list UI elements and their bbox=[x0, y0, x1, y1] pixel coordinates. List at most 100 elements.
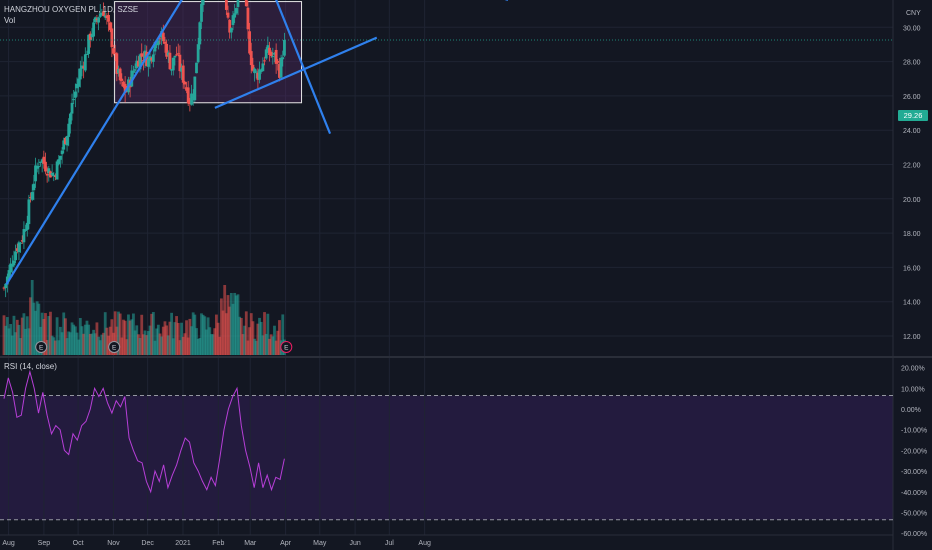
volume-bar bbox=[2, 315, 6, 355]
volume-bar bbox=[135, 325, 139, 355]
time-tick-label: Oct bbox=[73, 540, 84, 547]
price-tick-label: 30.00 bbox=[903, 25, 921, 32]
volume-bar bbox=[198, 337, 202, 355]
candle-body bbox=[190, 93, 193, 105]
candle-body bbox=[183, 81, 187, 85]
volume-bar bbox=[259, 321, 263, 355]
candle-body bbox=[175, 54, 178, 56]
volume-bar bbox=[140, 314, 144, 355]
volume-bar bbox=[170, 312, 174, 355]
candle-body bbox=[258, 69, 261, 80]
candle-body bbox=[49, 171, 52, 178]
volume-bar bbox=[254, 340, 258, 355]
candle-body bbox=[45, 173, 49, 176]
volume-bar bbox=[261, 335, 265, 355]
volume-bar bbox=[244, 311, 248, 355]
volume-bar bbox=[54, 340, 57, 355]
volume-bar bbox=[269, 334, 273, 355]
candle-body bbox=[17, 242, 21, 253]
time-tick-label: Aug bbox=[2, 540, 15, 547]
candle-body bbox=[256, 72, 260, 80]
candle-body bbox=[73, 91, 77, 98]
volume-bar bbox=[146, 331, 150, 355]
volume-bar bbox=[14, 332, 18, 355]
volume-bar bbox=[281, 314, 285, 355]
volume-bar bbox=[128, 320, 132, 355]
volume-bar bbox=[39, 326, 42, 355]
candle-body bbox=[244, 0, 248, 7]
candle-body bbox=[133, 69, 137, 71]
volume-bar bbox=[166, 335, 170, 355]
rsi-tick-label: -40.00% bbox=[901, 490, 927, 497]
volume-bar bbox=[75, 332, 79, 355]
volume-bar bbox=[65, 338, 69, 355]
candle-body bbox=[231, 15, 235, 25]
volume-bar bbox=[278, 320, 281, 355]
price-tick-label: 18.00 bbox=[903, 231, 921, 238]
candle-body bbox=[105, 15, 109, 19]
volume-bar bbox=[55, 317, 59, 355]
candle-body bbox=[246, 7, 250, 30]
price-tick-label: 28.00 bbox=[903, 60, 921, 67]
volume-bar bbox=[52, 337, 56, 355]
candle-body bbox=[37, 166, 41, 168]
candle-body bbox=[168, 52, 172, 70]
volume-bar bbox=[118, 313, 122, 355]
rsi-tick-label: 20.00% bbox=[901, 366, 925, 373]
volume-bar bbox=[155, 328, 159, 355]
volume-bar bbox=[238, 316, 242, 355]
candle-body bbox=[155, 44, 159, 46]
volume-bar bbox=[203, 316, 207, 355]
candle-body bbox=[158, 38, 162, 40]
volume-bar bbox=[72, 324, 76, 355]
volume-bar bbox=[127, 314, 130, 355]
rsi-tick-label: -20.00% bbox=[901, 448, 927, 455]
candle-body bbox=[263, 60, 266, 62]
candle-body bbox=[130, 70, 134, 87]
volume-bar bbox=[193, 314, 197, 355]
price-tick-label: 24.00 bbox=[903, 128, 921, 135]
candle-body bbox=[201, 0, 205, 6]
candle-body bbox=[153, 42, 157, 52]
volume-bar bbox=[95, 322, 99, 355]
candle-body bbox=[261, 63, 265, 72]
range-box bbox=[114, 1, 303, 104]
volume-bar bbox=[161, 326, 165, 355]
volume-bar bbox=[67, 331, 71, 355]
candle-body bbox=[50, 172, 54, 176]
volume-bar bbox=[190, 326, 193, 355]
volume-bar bbox=[173, 322, 177, 355]
candle-body bbox=[113, 52, 117, 54]
volume-bar bbox=[221, 310, 225, 355]
rsi-tick-label: -30.00% bbox=[901, 469, 927, 476]
price-tick-label: 26.00 bbox=[903, 94, 921, 101]
candle-body bbox=[259, 69, 263, 72]
time-tick-label: Apr bbox=[280, 540, 292, 547]
candle-body bbox=[22, 229, 26, 243]
volume-bar bbox=[108, 326, 112, 355]
candle-body bbox=[39, 161, 42, 163]
volume-bar bbox=[256, 323, 260, 355]
candle-body bbox=[191, 96, 195, 98]
candle-body bbox=[42, 156, 46, 164]
candle-body bbox=[181, 65, 185, 83]
candle-body bbox=[24, 229, 27, 231]
volume-bar bbox=[243, 325, 247, 355]
volume-bar bbox=[274, 340, 278, 355]
candle-body bbox=[122, 81, 125, 87]
volume-bar bbox=[168, 321, 172, 355]
volume-bar bbox=[231, 303, 235, 355]
volume-bar bbox=[273, 325, 276, 355]
candle-body bbox=[170, 69, 174, 71]
volume-bar bbox=[188, 318, 192, 355]
volume-bar bbox=[171, 338, 175, 355]
earnings-marker bbox=[108, 341, 121, 353]
candle-body bbox=[110, 28, 114, 48]
candles bbox=[2, 0, 286, 298]
volume-bar bbox=[4, 325, 8, 355]
volume-bar bbox=[35, 301, 39, 355]
candle-body bbox=[65, 136, 69, 146]
